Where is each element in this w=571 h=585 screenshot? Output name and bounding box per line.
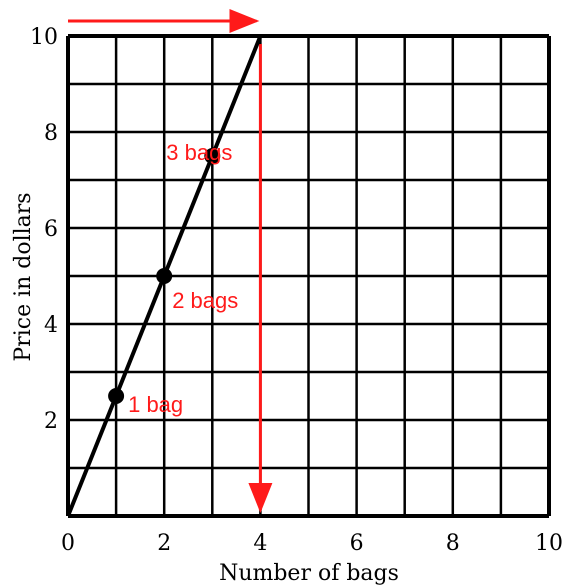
point-label: 2 bags — [172, 288, 238, 313]
data-points — [108, 148, 221, 404]
tick-labels: 0 2 4 6 8 10 2 4 6 8 10 — [30, 25, 563, 556]
x-tick-label: 2 — [157, 531, 171, 556]
x-tick-label: 10 — [535, 531, 563, 556]
x-tick-label: 4 — [253, 531, 267, 556]
grid — [66, 34, 551, 518]
x-tick-label: 6 — [350, 531, 364, 556]
point-labels: 1 bag 2 bags 3 bags — [128, 140, 238, 417]
x-tick-label: 8 — [446, 531, 460, 556]
x-axis-title: Number of bags — [219, 561, 399, 585]
x-tick-label: 0 — [61, 531, 75, 556]
y-tick-label: 4 — [44, 313, 58, 338]
data-point — [156, 268, 173, 284]
point-label: 3 bags — [166, 140, 232, 165]
y-tick-label: 6 — [44, 217, 58, 242]
data-point — [204, 148, 221, 164]
y-axis-title: Price in dollars — [11, 192, 36, 361]
arrow-annotations — [68, 9, 273, 513]
y-tick-label: 10 — [30, 25, 58, 50]
data-point — [108, 388, 125, 404]
y-tick-label: 2 — [44, 409, 58, 434]
point-label: 1 bag — [128, 392, 183, 417]
y-tick-label: 8 — [44, 121, 58, 146]
